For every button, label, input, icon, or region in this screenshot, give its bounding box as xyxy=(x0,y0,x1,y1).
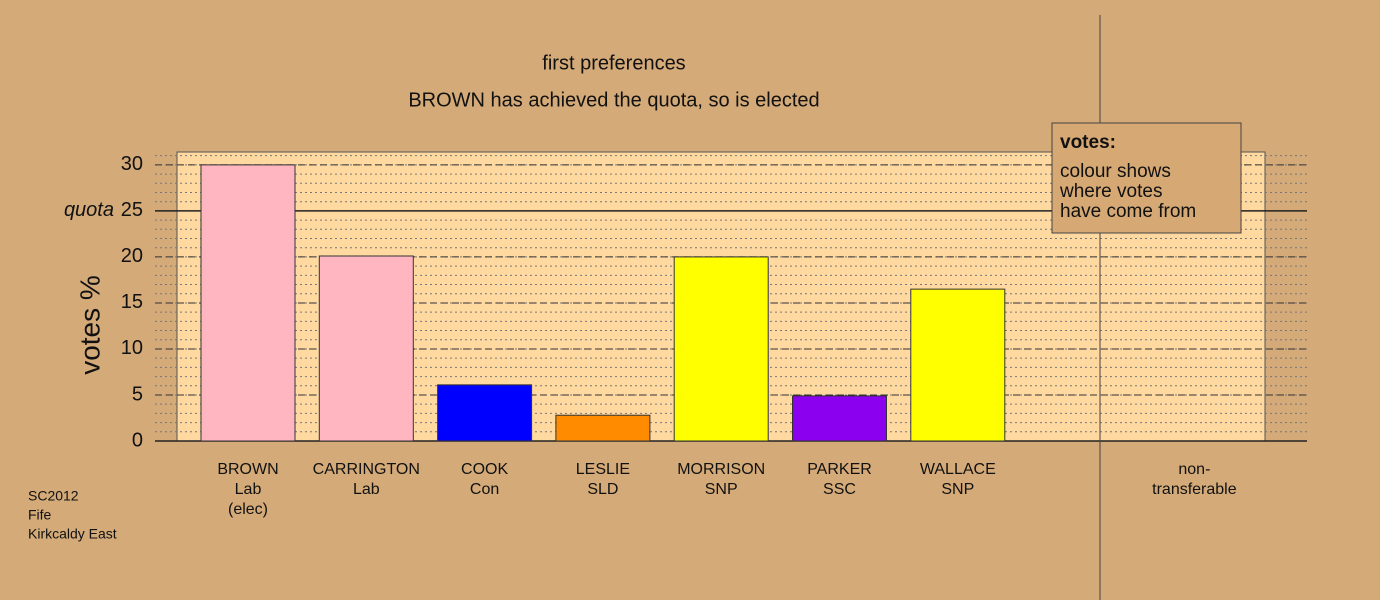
y-axis-label: votes % xyxy=(74,275,105,375)
x-tick-label: Lab xyxy=(353,481,380,498)
bar xyxy=(555,414,651,442)
y-tick-label: 5 xyxy=(132,383,143,405)
x-tick-label: SNP xyxy=(941,481,974,498)
x-tick-label: non- xyxy=(1178,461,1210,478)
x-tick-label: WALLACE xyxy=(920,461,996,478)
y-tick-label: 15 xyxy=(121,291,143,313)
legend-title: votes: xyxy=(1060,132,1116,153)
bar xyxy=(673,256,769,442)
footer-line: SC2012 xyxy=(28,488,79,504)
y-tick-label: 20 xyxy=(121,245,143,267)
y-tick-label: 10 xyxy=(121,337,143,359)
x-tick-label: Lab xyxy=(235,481,262,498)
bar xyxy=(910,288,1006,442)
bar xyxy=(200,164,296,442)
x-tick-label: SNP xyxy=(705,481,738,498)
legend-box xyxy=(1051,122,1242,234)
x-tick-label: BROWN xyxy=(217,461,278,478)
bar xyxy=(318,255,414,442)
legend-text: where votes xyxy=(1059,181,1162,202)
x-tick-label: SLD xyxy=(587,481,618,498)
x-tick-label: (elec) xyxy=(228,501,268,518)
x-tick-label: COOK xyxy=(461,461,508,478)
x-tick-label: transferable xyxy=(1152,481,1237,498)
legend-text: colour shows xyxy=(1060,161,1171,182)
legend-text: have come from xyxy=(1060,201,1196,222)
footer-line: Fife xyxy=(28,507,52,523)
y-tick-label: 0 xyxy=(132,429,143,451)
x-tick-label: LESLIE xyxy=(576,461,630,478)
x-tick-label: PARKER xyxy=(807,461,872,478)
footer-line: Kirkcaldy East xyxy=(28,526,117,542)
x-tick-label: SSC xyxy=(823,481,856,498)
chart-subtitle: BROWN has achieved the quota, so is elec… xyxy=(408,89,819,111)
x-tick-label: MORRISON xyxy=(677,461,765,478)
y-tick-label: 30 xyxy=(121,153,143,175)
chart-title: first preferences xyxy=(542,52,685,74)
x-tick-label: Con xyxy=(470,481,499,498)
x-tick-label: CARRINGTON xyxy=(313,461,420,478)
bar xyxy=(792,395,887,442)
y-tick-label: 25 xyxy=(121,199,143,221)
quota-label: quota xyxy=(64,199,114,221)
bar xyxy=(437,384,533,442)
